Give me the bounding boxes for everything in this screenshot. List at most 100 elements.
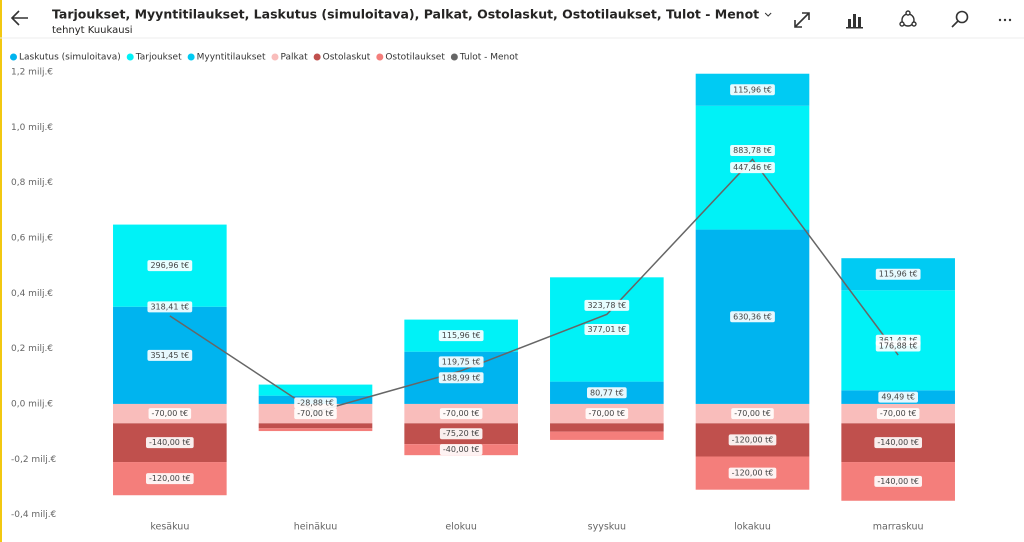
visual-icon[interactable] [846, 14, 863, 29]
back-button[interactable] [10, 10, 28, 26]
x-tick-label: elokuu [445, 522, 477, 533]
data-label-bg [874, 475, 922, 487]
data-label: 119,75 t€ [438, 356, 484, 368]
data-label-bg [728, 434, 777, 446]
expand-icon[interactable] [794, 12, 810, 28]
search-icon[interactable] [951, 10, 969, 28]
data-label-text: 630,36 t€ [733, 312, 772, 321]
data-label: 296,96 t€ [147, 260, 193, 272]
data-label-bg [730, 162, 775, 174]
data-label: 883,78 t€ [730, 144, 775, 156]
legend-swatch [187, 53, 195, 61]
x-tick-label: marraskuu [873, 522, 924, 533]
more-icon[interactable] [998, 18, 1012, 22]
data-label-text: -140,00 t€ [149, 438, 191, 447]
data-label-bg [438, 330, 484, 342]
data-label-bg [585, 408, 629, 420]
y-tick-label: 0,0 milj.€ [11, 399, 53, 409]
y-tick-label: 1,0 milj.€ [11, 123, 53, 133]
data-label-text: 323,78 t€ [587, 301, 626, 310]
data-label: 176,88 t€ [875, 340, 921, 352]
data-label-bg [875, 268, 921, 280]
data-label-bg [875, 340, 921, 352]
y-tick-label: 0,8 milj.€ [11, 178, 53, 188]
data-label-text: 318,41 t€ [150, 302, 189, 311]
data-label: 318,41 t€ [147, 301, 193, 313]
visual-title: Tarjoukset, Myyntitilaukset, Laskutus (s… [52, 7, 759, 22]
data-label-text: 115,96 t€ [442, 331, 481, 340]
legend-label: Ostotilaukset [385, 53, 445, 63]
y-tick-label: 0,6 milj.€ [11, 233, 53, 243]
data-label: 115,96 t€ [438, 330, 484, 342]
data-label-text: -120,00 t€ [732, 435, 774, 444]
data-label-text: 176,88 t€ [879, 342, 918, 351]
data-label-bg [730, 84, 775, 96]
data-label-text: -75,20 t€ [443, 429, 480, 438]
data-label-text: 377,01 t€ [587, 325, 626, 334]
data-label: 49,49 t€ [878, 391, 919, 403]
x-tick-label: syyskuu [588, 522, 626, 533]
data-label-bg [294, 408, 337, 420]
data-label-bg [147, 349, 193, 361]
data-label-text: 447,46 t€ [733, 163, 772, 172]
bar-segment [550, 431, 664, 440]
data-label-bg [586, 387, 627, 399]
data-label-bg [438, 372, 484, 384]
data-label-text: -140,00 t€ [877, 477, 919, 486]
data-label: 115,96 t€ [875, 268, 921, 280]
title-dropdown[interactable] [764, 12, 772, 17]
data-label-bg [439, 444, 483, 456]
data-label-bg [147, 301, 193, 313]
legend-label: Tarjoukset [135, 53, 182, 63]
data-label: -70,00 t€ [439, 408, 483, 420]
legend-label: Tulot - Menot [459, 53, 519, 63]
data-label: -70,00 t€ [294, 408, 337, 420]
data-label: -120,00 t€ [728, 434, 777, 446]
data-label: -70,00 t€ [876, 408, 920, 420]
legend-swatch [126, 53, 134, 61]
data-label: 630,36 t€ [730, 311, 775, 323]
data-label-text: -70,00 t€ [297, 409, 334, 418]
data-label-text: 188,99 t€ [442, 373, 481, 382]
legend-label: Laskutus (simuloitava) [19, 53, 121, 63]
insights-icon[interactable] [899, 10, 917, 27]
data-label-text: 49,49 t€ [881, 393, 915, 402]
data-label-bg [584, 323, 630, 335]
data-label: 323,78 t€ [584, 299, 630, 311]
data-label: -70,00 t€ [585, 408, 629, 420]
data-label-text: -140,00 t€ [877, 438, 919, 447]
legend-label: Ostolaskut [323, 53, 371, 63]
data-label-bg [730, 144, 775, 156]
data-label-bg [876, 408, 920, 420]
data-label: -120,00 t€ [728, 467, 777, 479]
data-label-bg [728, 467, 777, 479]
focus-edge [0, 0, 2, 542]
x-tick-label: lokakuu [734, 522, 771, 533]
data-label: -28,88 t€ [294, 397, 337, 409]
data-label: 377,01 t€ [584, 323, 630, 335]
data-label-bg [874, 437, 922, 449]
data-label-text: 80,77 t€ [590, 388, 624, 397]
visual-subtitle: tehnyt Kuukausi [52, 25, 133, 36]
x-tick-label: heinäkuu [294, 522, 338, 533]
data-label-bg [146, 437, 194, 449]
data-label: -70,00 t€ [148, 408, 192, 420]
legend-swatch [450, 53, 458, 61]
line-series [169, 158, 899, 413]
bar-segment [258, 428, 373, 432]
x-tick-label: kesäkuu [150, 522, 189, 533]
data-label-text: -120,00 t€ [149, 474, 191, 483]
data-label-text: -70,00 t€ [734, 409, 771, 418]
data-label-bg [731, 408, 774, 420]
data-label: 80,77 t€ [586, 387, 627, 399]
data-label: -40,00 t€ [439, 444, 483, 456]
data-label-bg [439, 408, 483, 420]
y-tick-label: -0,4 milj.€ [11, 510, 57, 520]
data-label: 447,46 t€ [730, 162, 775, 174]
data-label-text: -70,00 t€ [152, 409, 189, 418]
data-label-text: -70,00 t€ [589, 409, 626, 418]
data-label-text: -40,00 t€ [443, 445, 480, 454]
data-label: -140,00 t€ [146, 437, 194, 449]
